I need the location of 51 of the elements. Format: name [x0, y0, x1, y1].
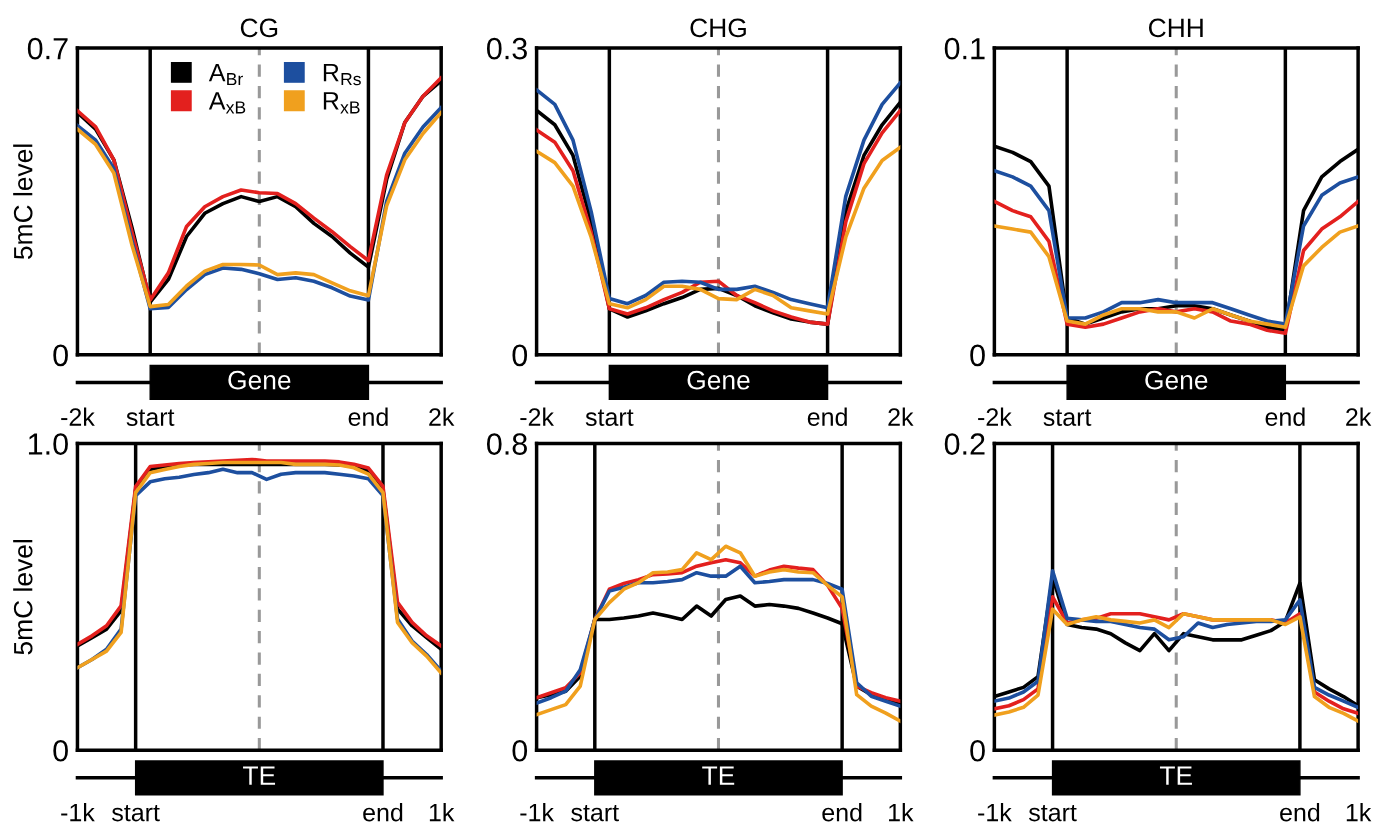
x-tick-label: 2k: [888, 407, 914, 426]
y-tick-label: 0: [512, 344, 528, 367]
chart-title: CG: [240, 18, 278, 38]
x-tick-label: start: [126, 409, 175, 426]
text: TE: [702, 766, 735, 785]
text: TE: [243, 766, 276, 785]
x-tick-label: -1k: [520, 803, 554, 822]
y-axis-title: 5mC level: [13, 539, 33, 655]
x-tick-label: -1k: [61, 803, 95, 822]
x-tick-label: 1k: [429, 803, 455, 822]
x-tick-label: start: [112, 804, 160, 822]
text: Gene: [228, 370, 291, 390]
x-tick-label: -2k: [61, 407, 95, 426]
x-tick-label: 1k: [889, 803, 914, 822]
y-tick-label: 0: [53, 344, 68, 367]
y-tick-label: 0.7: [27, 37, 68, 60]
x-tick-label: start: [1028, 804, 1077, 822]
x-tick-label: end: [363, 803, 403, 822]
chart-title: CHH: [1148, 18, 1203, 38]
x-tick-label: 2k: [429, 407, 455, 426]
legend-label: R$_{xB}$: [323, 92, 360, 114]
x-tick-label: 1k: [1346, 803, 1372, 822]
chart-title: CHG: [690, 18, 746, 38]
x-tick-label: end: [1265, 407, 1305, 426]
y-tick-label: 0.1: [944, 37, 985, 60]
y-tick-label: 0.3: [486, 37, 527, 60]
text: Gene: [1145, 370, 1208, 390]
x-tick-label: start: [571, 804, 619, 822]
y-tick-label: 0: [53, 739, 68, 762]
y-tick-label: 0: [970, 344, 985, 367]
x-tick-label: -1k: [978, 803, 1012, 822]
x-tick-label: end: [822, 803, 862, 822]
y-tick-label: 1.0: [28, 433, 68, 455]
legend-label: A$_{xB}$: [208, 92, 246, 114]
x-tick-label: -2k: [520, 407, 554, 426]
y-tick-label: 0: [512, 739, 528, 762]
legend-label: A$_{Br}$: [208, 63, 243, 86]
x-tick-label: start: [1043, 409, 1092, 426]
y-tick-label: 0: [970, 739, 985, 762]
text: TE: [1159, 766, 1192, 785]
legend-label: R$_{Rs}$: [323, 63, 361, 86]
x-tick-label: start: [585, 409, 634, 426]
text: Gene: [687, 370, 750, 390]
x-tick-label: 2k: [1346, 407, 1372, 426]
y-tick-label: 0.2: [944, 433, 985, 455]
y-tick-label: 0.8: [486, 433, 527, 455]
x-tick-label: end: [1280, 803, 1320, 822]
x-tick-label: end: [807, 407, 847, 426]
x-tick-label: end: [348, 407, 388, 426]
x-tick-label: -2k: [978, 407, 1012, 426]
y-axis-title: 5mC level: [13, 144, 33, 260]
